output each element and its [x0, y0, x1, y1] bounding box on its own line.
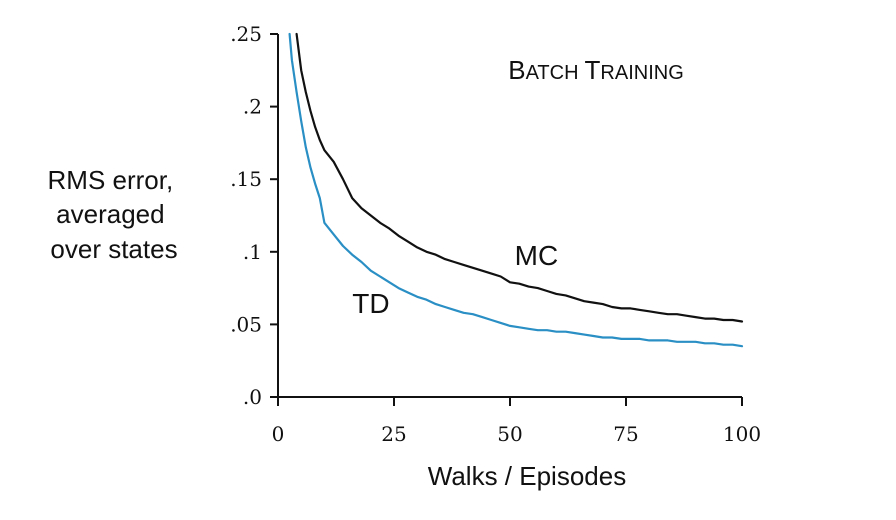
- series-label-mc: MC: [515, 240, 559, 271]
- title-word-1-initial: B: [508, 55, 525, 85]
- x-tick-label: 50: [497, 422, 522, 446]
- y-axis-title-line-2: averaged: [56, 199, 164, 229]
- series-line-td: [288, 32, 744, 348]
- series-lines: [288, 32, 744, 348]
- series-label-td: TD: [352, 288, 389, 319]
- y-tick-label: .05: [230, 312, 262, 336]
- y-tick-label: .2: [243, 95, 262, 119]
- y-axis-title-line-1: RMS error,: [48, 165, 174, 195]
- y-axis-title: RMS error, averaged over states: [48, 165, 181, 264]
- series-labels: MC TD: [352, 240, 558, 319]
- x-tick-label: 75: [613, 422, 638, 446]
- y-tick-label: .15: [230, 167, 262, 191]
- x-tick-label: 25: [381, 422, 406, 446]
- y-tick-label: .0: [243, 385, 262, 409]
- title-word-2-rest: RAINING: [600, 62, 683, 84]
- chart-title: BATCH TRAINING: [508, 55, 684, 85]
- x-axis-title: Walks / Episodes: [428, 461, 626, 491]
- title-word-1-rest: ATCH: [526, 62, 579, 84]
- x-tick-label: 0: [272, 422, 285, 446]
- x-tick-label: 100: [723, 422, 761, 446]
- title-word-2-initial: T: [585, 55, 601, 85]
- y-tick-label: .1: [243, 240, 262, 264]
- y-tick-label: .25: [230, 22, 262, 46]
- plot-area: .0 .05 .1 .15 .2 .25 0 25 50 75 100 MC TD: [230, 22, 761, 446]
- y-axis-ticks: .0 .05 .1 .15 .2 .25: [230, 22, 278, 409]
- y-axis-title-line-3: over states: [50, 234, 177, 264]
- series-line-mc: [295, 32, 744, 323]
- x-axis-ticks: 0 25 50 75 100: [272, 397, 761, 446]
